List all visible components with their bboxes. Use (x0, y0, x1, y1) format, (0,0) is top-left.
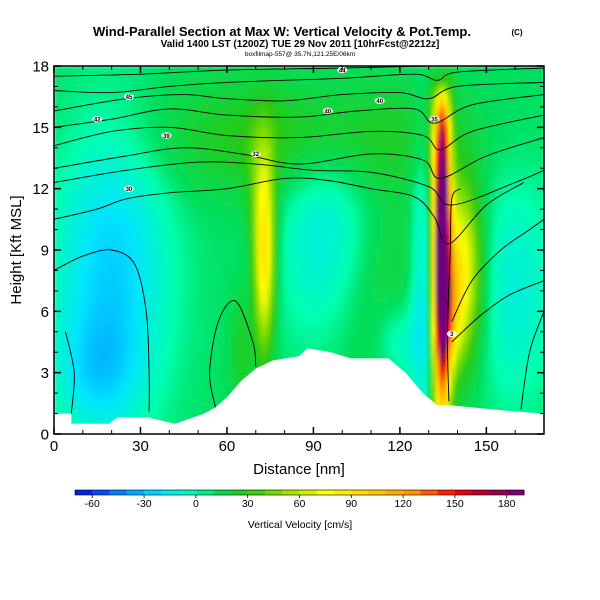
contour-label: 40 (324, 109, 331, 115)
contour-label-bg (446, 330, 457, 338)
colorbar-swatch (385, 490, 404, 495)
contour-label-bg (123, 185, 134, 192)
contour-label: 30 (126, 187, 133, 193)
colorbar-swatch (437, 490, 456, 495)
isentrope-line-12 (446, 188, 461, 402)
colorbar-swatch (247, 490, 266, 495)
y-tick-label: 6 (41, 304, 49, 321)
contour-label-bg (92, 115, 103, 123)
isentrope-line-10 (54, 249, 150, 412)
colorbar-swatch (351, 490, 370, 495)
y-tick-label: 18 (32, 59, 49, 76)
x-tick-label: 150 (474, 438, 499, 455)
colorbar-swatch (144, 490, 162, 495)
colorbar-swatch (489, 490, 508, 495)
colorbar-swatch (368, 490, 387, 495)
x-tick-label: 120 (387, 438, 412, 455)
x-axis-label: Distance [nm] (253, 461, 345, 478)
plot-area: 44 45 42 40 40 35 39 32 30 3 0 3 6 9 12 15 18 0 30 60 90 12… (32, 59, 545, 455)
colorbar-swatch (472, 490, 490, 495)
x-tick-label: 0 (50, 438, 58, 455)
y-tick-label: 3 (41, 365, 49, 382)
isentrope-line-6 (54, 161, 544, 206)
contour-label: 45 (126, 95, 133, 101)
colorbar-swatch (195, 490, 214, 495)
isentrope-line-5 (54, 137, 544, 179)
isentrope-line-2 (54, 81, 544, 112)
contour-label: 32 (252, 152, 259, 158)
colorbar-tick-label: 30 (242, 498, 254, 510)
x-tick-label: 60 (219, 438, 236, 455)
x-tick-label: 90 (305, 438, 322, 455)
contour-label: 44 (339, 68, 346, 74)
isentrope-line-7 (54, 177, 525, 245)
colorbar-swatch (75, 490, 93, 495)
x-tick-label: 30 (132, 438, 149, 455)
y-tick-label: 12 (32, 181, 49, 198)
contour-label: 40 (376, 99, 383, 105)
colorbar-swatches (75, 490, 525, 495)
colorbar-swatch (126, 490, 145, 495)
contour-label: 35 (431, 117, 438, 123)
colorbar-ticks: -60 -30 0 30 60 90 120 150 180 (85, 495, 516, 510)
terrain-mask (54, 348, 544, 434)
isentrope-line-13 (65, 331, 75, 414)
y-tick-label: 0 (41, 427, 49, 444)
isentrope-line-11 (209, 300, 257, 408)
contour-label-bg (374, 97, 385, 104)
colorbar-tick-label: -30 (136, 498, 151, 510)
contour-label: 39 (163, 134, 170, 140)
contour-label-bg (250, 150, 261, 158)
colorbar-tick-label: 60 (294, 498, 306, 510)
colorbar-label: Vertical Velocity [cm/s] (248, 519, 353, 531)
y-tick-label: 15 (32, 120, 49, 137)
colorbar-swatch (334, 490, 352, 495)
contour-label-bg (322, 107, 333, 115)
isentrope-line-8 (451, 218, 544, 322)
colorbar-swatch (282, 490, 300, 495)
colorbar-tick-label: 180 (498, 498, 516, 510)
colorbar-swatch (506, 490, 525, 495)
chart-subtitle: Valid 1400 LST (1200Z) TUE 29 Nov 2011 [… (161, 39, 440, 50)
colorbar-tick-label: 120 (394, 498, 412, 510)
x-axis: 0 30 60 90 120 150 (50, 66, 516, 455)
colorbar-swatch (316, 490, 335, 495)
colorbar-swatch (109, 490, 128, 495)
isentrope-line-14 (520, 311, 544, 410)
contour-label-bg (337, 66, 348, 74)
colorbar-tick-label: 90 (345, 498, 357, 510)
colorbar-swatch (178, 490, 197, 495)
contour-label-bg (161, 132, 172, 139)
y-tick-label: 9 (41, 243, 49, 260)
y-axis-label: Height [Kft MSL] (8, 195, 25, 304)
colorbar: -60 -30 0 30 60 90 120 150 180 Vertical Velocity… (74, 489, 525, 531)
chart-title: Wind-Parallel Section at Max W: Vertical… (93, 24, 471, 39)
chart-subtitle-small: boxfilmap-557@ 35.7N,121.25E/06km (245, 51, 355, 58)
isentrope-line-9 (451, 280, 544, 343)
colorbar-tick-label: 150 (446, 498, 464, 510)
colorbar-swatch (92, 490, 111, 495)
contour-label: 42 (94, 117, 101, 123)
colorbar-swatch (454, 490, 473, 495)
title-mark: (C) (511, 28, 522, 37)
colorbar-swatch (299, 490, 318, 495)
colorbar-swatch (403, 490, 421, 495)
colorbar-tick-label: 0 (193, 498, 199, 510)
colorbar-swatch (161, 490, 180, 495)
y-axis: 0 3 6 9 12 15 18 (32, 59, 544, 444)
isentrope-line-4 (54, 114, 544, 151)
contour-label-bg (429, 115, 440, 123)
colorbar-swatch (230, 490, 249, 495)
isentrope-line-1 (54, 67, 544, 94)
contour-labels: 44 45 42 40 40 35 39 32 30 3 (92, 66, 457, 338)
contour-label-bg (123, 93, 134, 100)
isentrope-line-3 (54, 94, 544, 128)
colorbar-tick-label: -60 (85, 498, 100, 510)
contour-label: 3 (450, 332, 454, 338)
colorbar-swatch (213, 490, 231, 495)
colorbar-swatch (264, 490, 283, 495)
colorbar-swatch (420, 490, 439, 495)
